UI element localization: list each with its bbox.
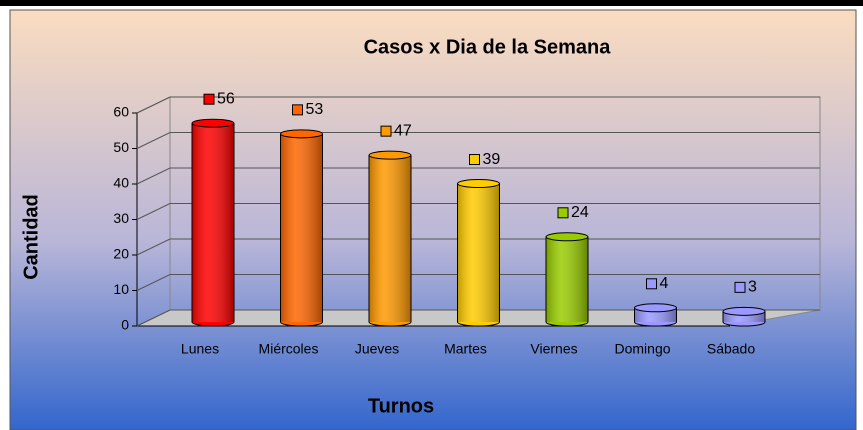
grid-line — [136, 309, 820, 327]
label-key — [292, 104, 303, 116]
bar-shade — [280, 133, 323, 322]
bar-top — [191, 118, 235, 128]
chart-frame — [9, 9, 857, 430]
data-label: 39 — [483, 151, 501, 168]
bar-shade — [192, 123, 234, 322]
data-label: 53 — [306, 101, 324, 118]
y-tick-label: 30 — [113, 210, 129, 226]
chart-title: Casos x Dia de la Semana — [364, 36, 612, 58]
label-key — [203, 93, 215, 105]
bar-outline — [280, 133, 323, 322]
bar-shade — [723, 311, 765, 322]
y-tick-label: 10 — [113, 281, 129, 297]
y-axis-title: Cantidad — [20, 194, 42, 280]
bar-shade — [369, 155, 411, 322]
bar-outline — [368, 155, 412, 322]
label-key — [734, 281, 746, 293]
bar-shade — [457, 183, 500, 322]
bar-outline — [191, 123, 235, 322]
x-axis-title: Turnos — [368, 395, 434, 417]
bar-top — [634, 303, 677, 313]
bar-top — [457, 179, 500, 189]
bar-top — [368, 150, 412, 160]
grid-line — [136, 238, 820, 256]
y-tick-label: 40 — [113, 175, 129, 191]
y-tick-label: 60 — [113, 104, 129, 120]
bar-outline — [634, 307, 677, 322]
bar-outline — [722, 311, 766, 322]
label-key — [380, 125, 392, 137]
x-tick-label: Viernes — [530, 341, 577, 357]
x-tick-label: Miércoles — [259, 341, 319, 357]
x-tick-label: Jueves — [355, 341, 399, 357]
data-label: 24 — [571, 204, 589, 221]
data-label: 56 — [217, 90, 235, 107]
y-tick-label: 0 — [121, 317, 129, 333]
grid-line — [136, 167, 820, 185]
data-label: 3 — [748, 279, 757, 296]
grid-line — [136, 96, 820, 114]
x-tick-label: Domingo — [614, 341, 670, 357]
label-key — [646, 278, 657, 290]
bar-top — [545, 232, 589, 242]
bar-top — [280, 129, 323, 139]
x-tick-label: Lunes — [181, 341, 219, 357]
y-tick-label: 20 — [113, 246, 129, 262]
grid-line — [136, 203, 820, 220]
data-label: 4 — [660, 275, 669, 292]
x-tick-label: Sábado — [707, 341, 755, 357]
data-label: 47 — [394, 122, 412, 139]
grid-line — [136, 274, 820, 291]
label-key — [557, 207, 569, 219]
bar-shade — [546, 236, 588, 322]
y-tick-label: 50 — [113, 139, 129, 155]
grid-line — [136, 132, 820, 149]
x-tick-label: Martes — [444, 341, 487, 357]
bar-outline — [545, 236, 589, 322]
bar-outline — [457, 183, 500, 322]
bar-top — [722, 306, 766, 316]
label-key — [469, 154, 480, 166]
top-border — [0, 0, 863, 6]
